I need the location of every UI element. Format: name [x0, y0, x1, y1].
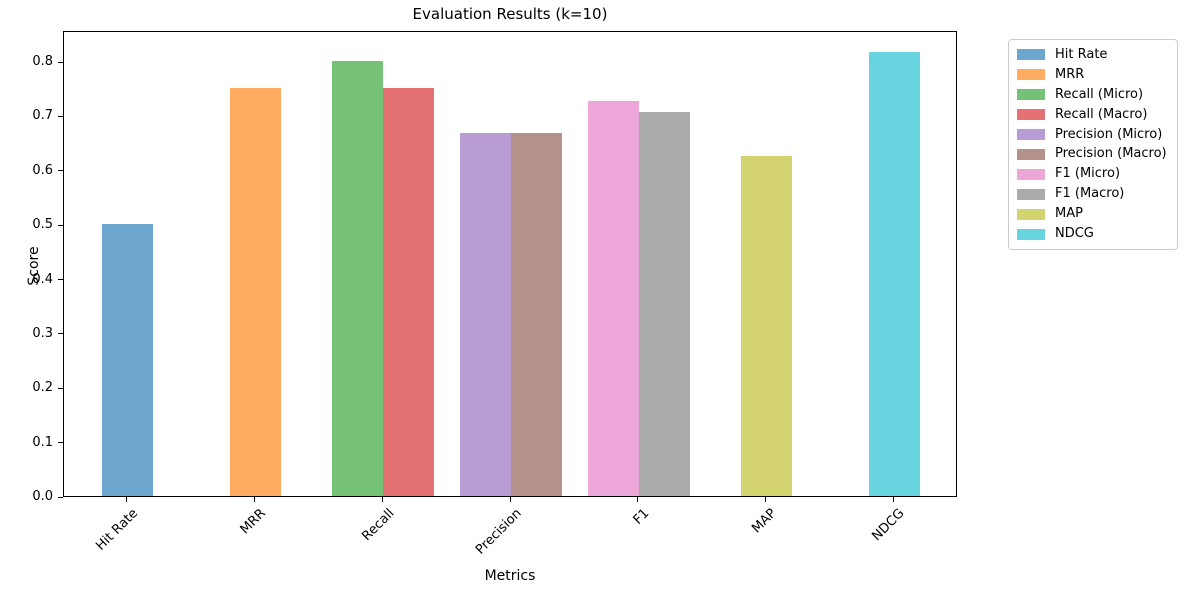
- legend-item-map: MAP: [1017, 206, 1173, 222]
- y-tick-mark: [58, 61, 63, 63]
- legend-item-f1-micro: F1 (Micro): [1017, 166, 1173, 182]
- legend-label: Hit Rate: [1055, 46, 1108, 62]
- x-tick-mark: [764, 497, 766, 502]
- y-tick-mark: [58, 279, 63, 280]
- bar-map: [740, 156, 792, 496]
- legend-color-swatch: [1017, 188, 1045, 200]
- legend-label: Recall (Macro): [1055, 106, 1148, 122]
- y-tick-label: 0.2: [32, 380, 53, 396]
- legend-label: Precision (Micro): [1055, 126, 1163, 142]
- legend-color-swatch: [1017, 228, 1045, 240]
- legend-label: Recall (Micro): [1055, 86, 1144, 102]
- bar-recall-micro: [332, 61, 384, 496]
- legend-label: F1 (Macro): [1055, 186, 1125, 202]
- chart-title: Evaluation Results (k=10): [412, 5, 608, 23]
- x-tick-mark: [381, 497, 383, 502]
- bar-precision-micro: [459, 133, 511, 496]
- legend-item-recall-micro: Recall (Micro): [1017, 87, 1173, 103]
- legend-item-precision-macro: Precision (Macro): [1017, 146, 1173, 162]
- bar-f1-macro: [638, 112, 690, 496]
- legend-item-mrr: MRR: [1017, 67, 1173, 83]
- legend-item-f1-macro: F1 (Macro): [1017, 186, 1173, 202]
- legend-color-swatch: [1017, 109, 1045, 121]
- legend-color-swatch: [1017, 69, 1045, 81]
- y-axis-label: Score: [26, 246, 42, 286]
- legend-item-hit-rate: Hit Rate: [1017, 47, 1173, 63]
- y-tick-label: 0.5: [32, 217, 53, 233]
- y-tick-mark: [58, 115, 63, 117]
- y-tick-mark: [58, 496, 63, 498]
- y-tick-label: 0.4: [32, 271, 53, 287]
- bar-hit-rate: [102, 224, 154, 496]
- bar-recall-macro: [383, 88, 435, 496]
- legend: Hit Rate MRR Recall (Micro) Recall (Macro) P…: [1008, 39, 1178, 250]
- y-tick-mark: [58, 170, 63, 172]
- legend-item-ndcg: NDCG: [1017, 226, 1173, 242]
- legend-color-swatch: [1017, 129, 1045, 141]
- legend-color-swatch: [1017, 168, 1045, 180]
- y-tick-mark: [58, 387, 63, 389]
- y-tick-label: 0.1: [32, 434, 53, 450]
- bar-ndcg: [868, 52, 920, 496]
- y-tick-label: 0.3: [32, 325, 53, 341]
- plot-area: [63, 31, 957, 497]
- x-tick-mark: [892, 497, 894, 502]
- legend-label: F1 (Micro): [1055, 166, 1121, 182]
- y-tick-mark: [58, 333, 63, 335]
- legend-color-swatch: [1017, 208, 1045, 220]
- legend-label: MRR: [1055, 66, 1085, 82]
- bar-precision-macro: [511, 133, 563, 496]
- y-tick-label: 0.7: [32, 108, 53, 124]
- legend-color-swatch: [1017, 148, 1045, 160]
- y-tick-label: 0.0: [32, 489, 53, 504]
- legend-item-precision-micro: Precision (Micro): [1017, 127, 1173, 143]
- legend-color-swatch: [1017, 89, 1045, 101]
- x-tick-mark: [509, 497, 511, 502]
- x-tick-mark: [126, 497, 128, 502]
- legend-label: MAP: [1055, 206, 1083, 222]
- bar-mrr: [230, 88, 282, 496]
- bar-f1-micro: [587, 100, 639, 496]
- x-tick-mark: [254, 497, 256, 502]
- legend-label: NDCG: [1055, 226, 1094, 242]
- y-tick-label: 0.8: [32, 54, 53, 69]
- y-tick-label: 0.6: [32, 162, 53, 178]
- legend-label: Precision (Macro): [1055, 146, 1167, 162]
- y-tick-mark: [58, 442, 63, 444]
- legend-color-swatch: [1017, 49, 1045, 61]
- y-tick-mark: [58, 224, 63, 226]
- x-axis-label: Metrics: [484, 568, 536, 584]
- legend-item-recall-macro: Recall (Macro): [1017, 107, 1173, 123]
- x-tick-mark: [637, 497, 639, 502]
